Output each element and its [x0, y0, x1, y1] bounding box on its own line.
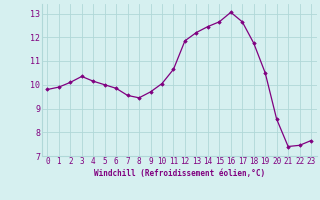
X-axis label: Windchill (Refroidissement éolien,°C): Windchill (Refroidissement éolien,°C)	[94, 169, 265, 178]
